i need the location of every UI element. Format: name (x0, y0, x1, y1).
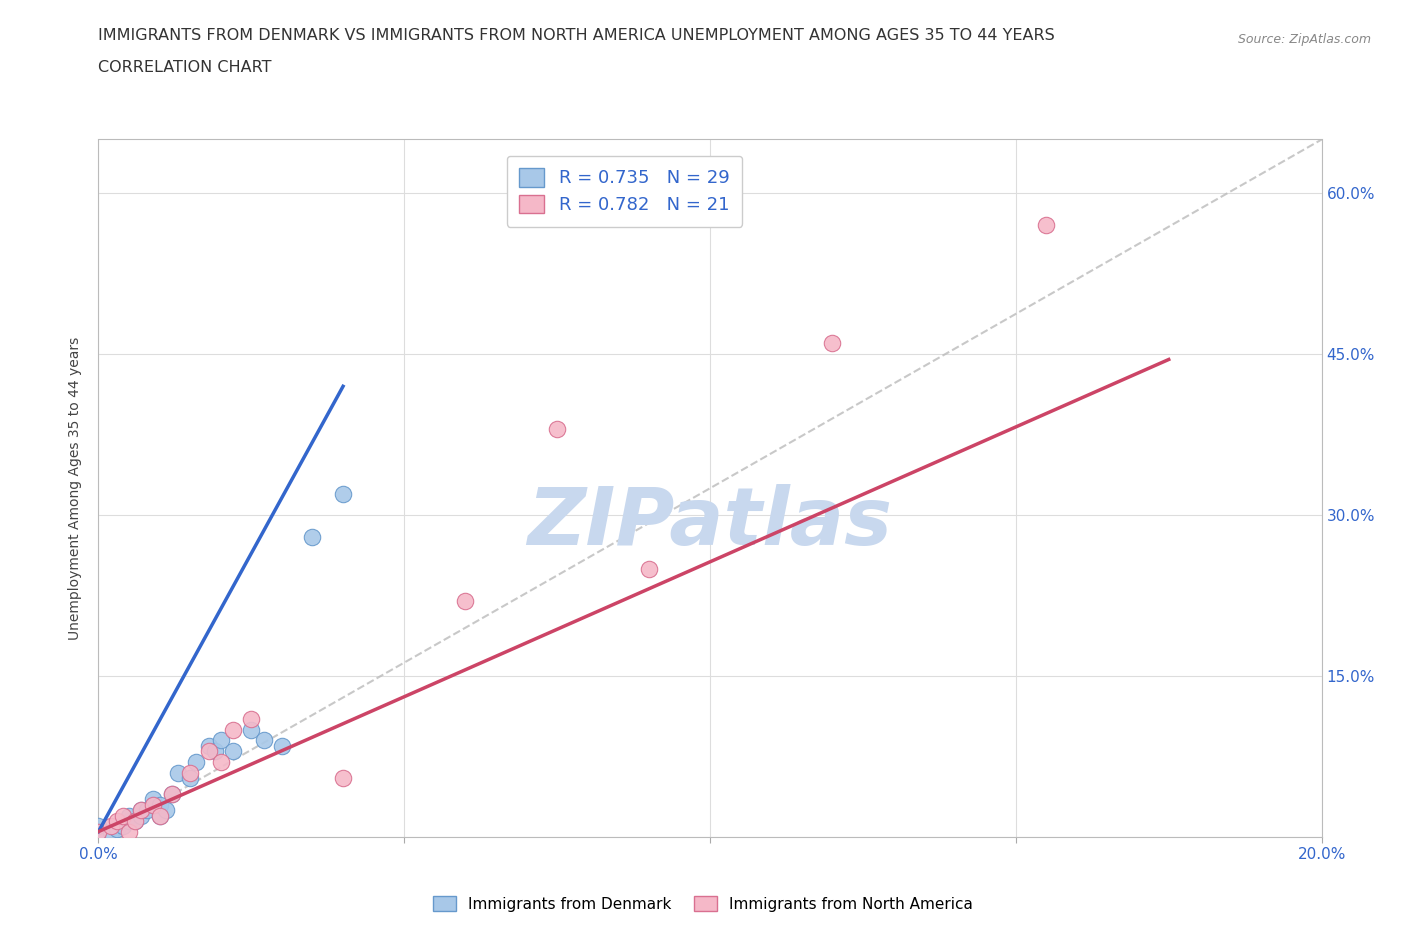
Point (209, 754, 232, 769)
Point (454, 593, 477, 608)
Point (118, 824, 141, 839)
Point (240, 711, 263, 726)
Point (100, 818, 122, 833)
Point (118, 814, 141, 829)
Point (129, 808, 152, 823)
Point (149, 797, 172, 812)
Point (111, 818, 134, 833)
Point (209, 733, 232, 748)
Point (149, 808, 172, 823)
Point (87, 824, 110, 839)
Point (1035, 218, 1057, 232)
Point (142, 792, 165, 807)
Point (136, 803, 159, 817)
Point (142, 797, 165, 812)
Point (179, 765, 201, 780)
Legend: Immigrants from Denmark, Immigrants from North America: Immigrants from Denmark, Immigrants from… (426, 889, 980, 918)
Point (332, 486, 354, 501)
Point (87, 818, 110, 833)
Point (332, 771, 354, 786)
Point (105, 814, 128, 829)
Point (222, 723, 245, 737)
Point (160, 787, 183, 802)
Point (179, 771, 201, 786)
Point (124, 814, 146, 829)
Point (204, 744, 226, 759)
Point (142, 797, 165, 812)
Point (637, 562, 661, 577)
Text: CORRELATION CHART: CORRELATION CHART (98, 60, 271, 75)
Point (100, 824, 122, 839)
Point (546, 422, 568, 437)
Point (105, 822, 128, 837)
Point (240, 723, 263, 737)
Point (160, 787, 183, 802)
Point (197, 738, 219, 753)
Point (167, 765, 190, 780)
Y-axis label: Unemployment Among Ages 35 to 44 years: Unemployment Among Ages 35 to 44 years (69, 337, 83, 640)
Point (301, 529, 323, 544)
Point (87, 824, 110, 839)
Point (186, 754, 208, 769)
Point (270, 738, 292, 753)
Point (149, 808, 172, 823)
Point (821, 336, 844, 351)
Text: ZIPatlas: ZIPatlas (527, 485, 893, 562)
Point (197, 744, 219, 759)
Point (222, 744, 245, 759)
Point (252, 733, 274, 748)
Point (129, 803, 152, 817)
Text: IMMIGRANTS FROM DENMARK VS IMMIGRANTS FROM NORTH AMERICA UNEMPLOYMENT AMONG AGES: IMMIGRANTS FROM DENMARK VS IMMIGRANTS FR… (98, 28, 1054, 43)
Point (111, 808, 134, 823)
Legend: R = 0.735   N = 29, R = 0.782   N = 21: R = 0.735 N = 29, R = 0.782 N = 21 (506, 155, 742, 227)
Point (129, 803, 152, 817)
Point (118, 808, 141, 823)
Point (155, 803, 177, 817)
Text: Source: ZipAtlas.com: Source: ZipAtlas.com (1237, 33, 1371, 46)
Point (124, 814, 146, 829)
